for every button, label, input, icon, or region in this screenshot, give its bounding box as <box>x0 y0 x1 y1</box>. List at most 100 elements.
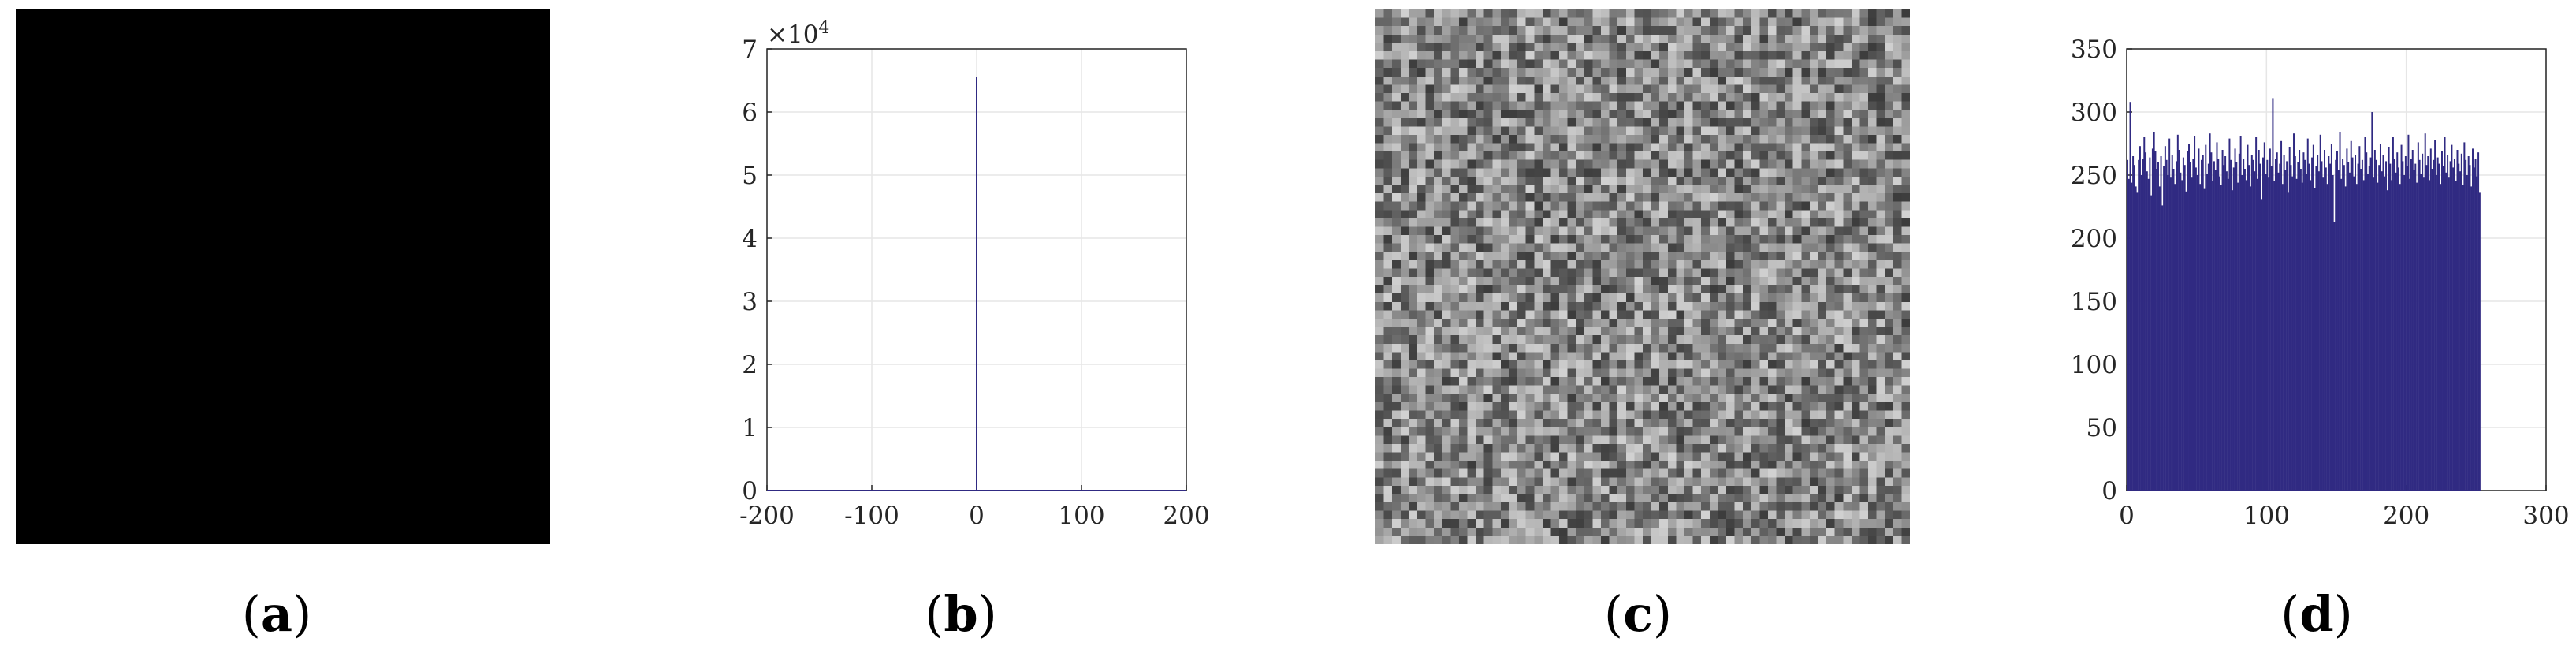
bar <box>2311 157 2314 491</box>
bar <box>2478 192 2481 491</box>
bar <box>2389 163 2392 491</box>
bar <box>2377 182 2379 491</box>
bar <box>2353 176 2355 491</box>
bar <box>2466 175 2468 491</box>
bar <box>2434 140 2436 491</box>
y-tick-label: 0 <box>2101 477 2117 506</box>
bar <box>2209 133 2211 491</box>
bar <box>2203 188 2206 491</box>
bar <box>2336 151 2338 491</box>
caption-letter: a <box>260 585 293 643</box>
black-image <box>16 9 550 544</box>
bar <box>2474 159 2477 491</box>
bar <box>2127 159 2128 491</box>
bar <box>2455 181 2457 491</box>
bar <box>2138 159 2140 491</box>
bar <box>2297 162 2299 491</box>
bar <box>2262 157 2264 491</box>
bar <box>2460 153 2462 491</box>
bar <box>2163 166 2165 491</box>
bar <box>2453 159 2455 491</box>
bar <box>2274 159 2276 491</box>
caption-b: (b) <box>882 585 1040 643</box>
bar <box>2350 140 2352 491</box>
bar <box>2250 186 2252 491</box>
bar <box>2469 165 2471 491</box>
bar <box>2146 171 2148 491</box>
bar <box>2232 190 2233 491</box>
bar <box>2381 171 2383 491</box>
bar <box>2305 174 2307 491</box>
bar <box>2407 134 2410 491</box>
bar <box>2279 163 2281 491</box>
bar <box>2284 170 2287 491</box>
bar <box>2176 134 2179 491</box>
bar <box>2333 222 2336 491</box>
bar <box>2324 150 2326 491</box>
bar <box>2145 152 2147 491</box>
caption-close: ) <box>2333 585 2353 643</box>
bar <box>2252 159 2254 491</box>
caption-letter: c <box>1623 585 1653 643</box>
bar <box>2136 192 2139 491</box>
bar <box>2200 159 2202 491</box>
bar <box>2440 184 2442 491</box>
y-tick-label: 100 <box>2071 351 2117 379</box>
bar <box>2357 163 2359 491</box>
bar <box>2135 186 2137 491</box>
bar <box>2346 148 2348 491</box>
bar <box>2205 144 2207 491</box>
bar <box>2189 162 2191 491</box>
x-tick-label: 300 <box>2522 502 2569 530</box>
bar <box>2272 98 2274 491</box>
y-tick-label: 4 <box>742 225 758 253</box>
bar <box>2290 165 2292 491</box>
bar <box>2237 182 2239 491</box>
bar <box>2343 165 2345 491</box>
bar <box>2167 175 2169 491</box>
y-tick-label: 3 <box>742 288 758 316</box>
bar <box>2436 157 2439 491</box>
caption-open: ( <box>241 585 261 643</box>
bar <box>2142 159 2144 491</box>
bar <box>2445 172 2448 491</box>
bar <box>2476 176 2478 491</box>
bar <box>2210 152 2213 491</box>
bar <box>2339 132 2341 491</box>
bar <box>2378 165 2381 491</box>
bar <box>2183 165 2186 491</box>
bar <box>2157 162 2159 491</box>
bar <box>2187 151 2189 491</box>
bar <box>2247 144 2249 491</box>
bar <box>2277 172 2280 491</box>
bar <box>2165 159 2168 491</box>
bar <box>2217 159 2220 491</box>
bar <box>2355 184 2358 491</box>
bar <box>2448 177 2450 491</box>
bar <box>2364 137 2366 491</box>
bar <box>2221 150 2224 491</box>
bar <box>2258 150 2260 491</box>
bar <box>2261 199 2263 491</box>
bar <box>2263 142 2265 491</box>
bar <box>2254 171 2256 491</box>
x-tick-label: -100 <box>844 502 899 530</box>
y-multiplier-exponent: 4 <box>818 18 829 38</box>
bar <box>2404 156 2407 491</box>
bar <box>2319 134 2321 491</box>
bar <box>2216 142 2218 491</box>
bar <box>2463 142 2466 491</box>
bar <box>2129 102 2131 491</box>
bar <box>2477 152 2480 491</box>
bar <box>2131 182 2133 491</box>
bar <box>2458 163 2460 491</box>
bar <box>2328 156 2330 491</box>
bar <box>2351 157 2354 491</box>
bar <box>2281 184 2284 491</box>
bar <box>2413 170 2415 491</box>
bar <box>2317 171 2320 491</box>
bar <box>2451 144 2453 491</box>
bar <box>2219 176 2221 491</box>
bar <box>2366 152 2368 491</box>
bar <box>2433 159 2435 491</box>
